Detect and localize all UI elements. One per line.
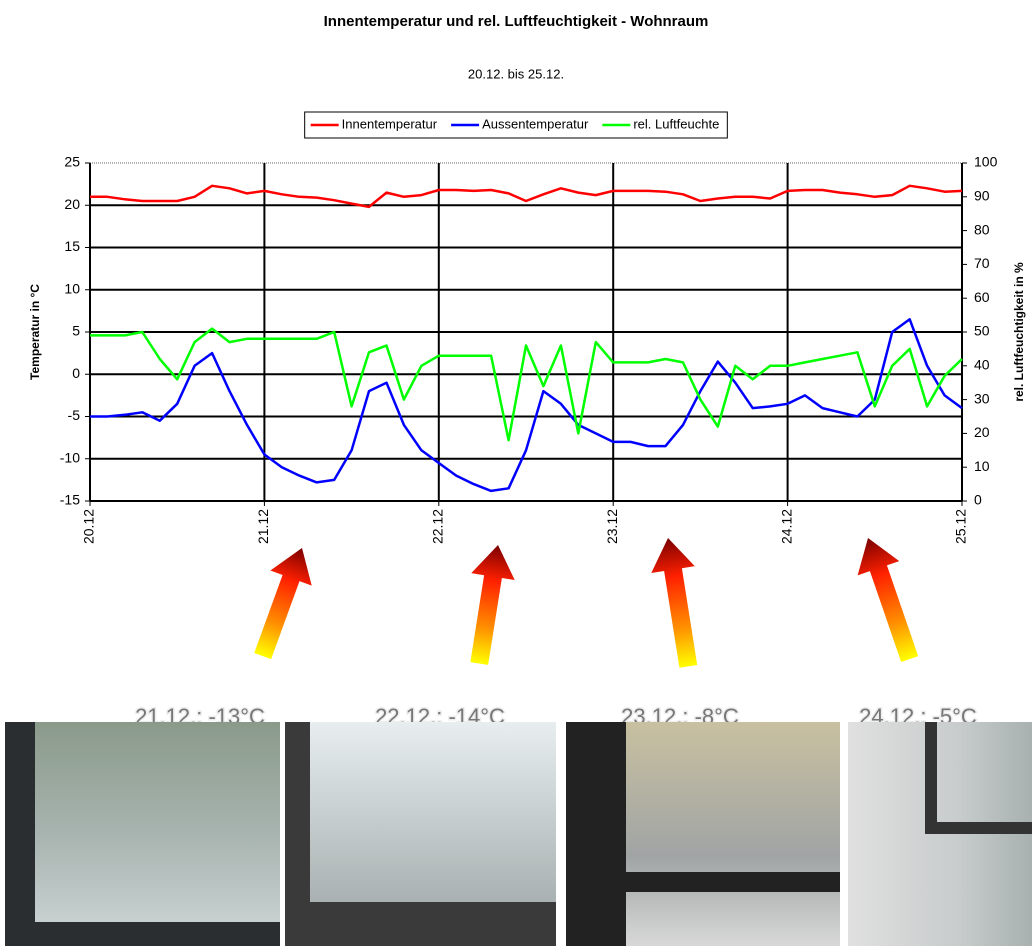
y-axis-title: Temperatur in °C [28, 284, 42, 380]
y2-tick-label: 0 [974, 492, 982, 508]
legend-label: Aussentemperatur [482, 116, 589, 131]
x-tick-label: 25.12 [953, 509, 969, 544]
y2-tick-label: 20 [974, 424, 990, 440]
y-tick-label: 15 [64, 238, 80, 254]
photos [5, 722, 1032, 946]
legend-label: rel. Luftfeuchte [633, 116, 719, 131]
chart-title: Innentemperatur und rel. Luftfeuchtigkei… [324, 13, 709, 30]
y2-tick-label: 40 [974, 357, 990, 373]
y2-tick-label: 60 [974, 289, 990, 305]
y-tick-label: 5 [72, 323, 80, 339]
series-line [90, 329, 962, 441]
x-tick-label: 23.12 [604, 509, 620, 544]
y2-axis-title: rel. Luftfeuchtigkeit in % [1012, 262, 1026, 402]
y2-tick-label: 70 [974, 255, 990, 271]
y2-tick-label: 90 [974, 188, 990, 204]
y2-tick-label: 50 [974, 323, 990, 339]
page: Innentemperatur und rel. Luftfeuchtigkei… [0, 0, 1032, 946]
arrow [847, 531, 930, 666]
photo [5, 722, 280, 946]
legend: Innentemperatur Aussentemperatur rel. Luft… [305, 112, 728, 138]
y2-tick-label: 80 [974, 221, 990, 237]
x-tick-label: 22.12 [430, 509, 446, 544]
y-tick-label: 0 [72, 365, 80, 381]
y-tick-label: 25 [64, 154, 80, 170]
x-tick-label: 21.12 [255, 509, 271, 544]
series-line [90, 186, 962, 207]
arrow [242, 540, 323, 663]
y-tick-label: -15 [60, 492, 80, 508]
x-tick-label: 24.12 [778, 509, 794, 544]
arrow [646, 535, 710, 670]
y-tick-label: 10 [64, 280, 80, 296]
y2-tick-label: 100 [974, 154, 998, 170]
y2-tick-label: 30 [974, 390, 990, 406]
y-tick-label: 20 [64, 196, 80, 212]
arrow [457, 542, 519, 667]
y-tick-label: -10 [60, 449, 80, 465]
arrows [242, 531, 930, 670]
y-tick-label: -5 [68, 407, 81, 423]
legend-label: Innentemperatur [342, 116, 438, 131]
plot: -15 -10 -5 0 5 10 15 20 25 20.12 21.12 22.12 23.12 24… [28, 154, 1026, 544]
chart-subtitle: 20.12. bis 25.12. [468, 66, 564, 81]
x-tick-label: 20.12 [81, 509, 97, 544]
y2-tick-label: 10 [974, 458, 990, 474]
